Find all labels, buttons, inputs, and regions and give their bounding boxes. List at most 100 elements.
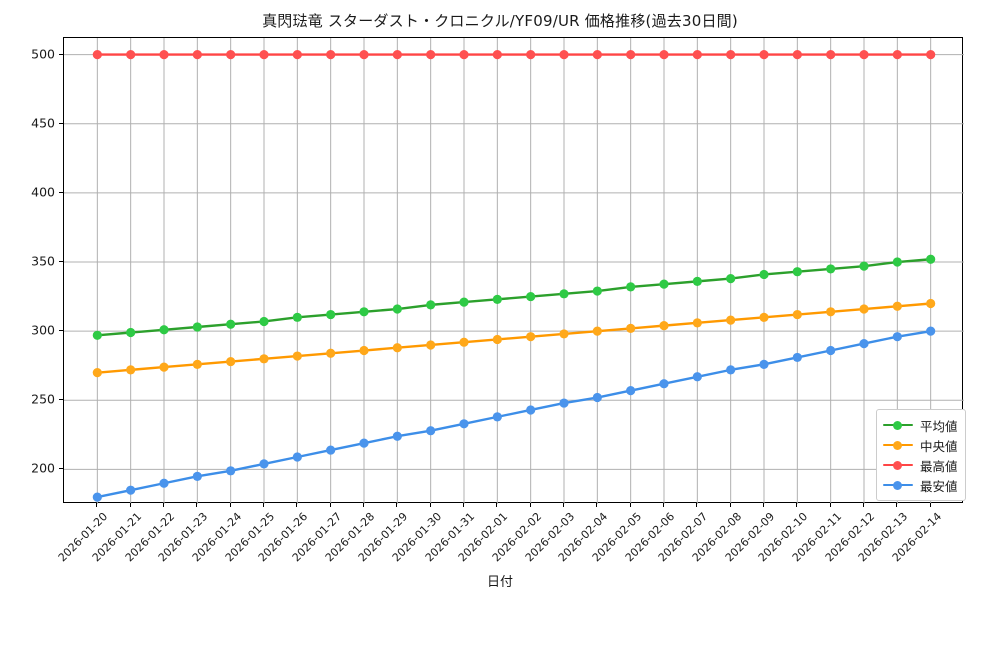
y-tick-label: 500: [31, 46, 55, 62]
data-point: [126, 49, 136, 60]
data-point: [92, 330, 102, 340]
y-tick-label: 450: [31, 115, 55, 131]
data-point: [492, 412, 502, 422]
data-point: [492, 334, 502, 345]
data-point: [726, 315, 736, 325]
legend-item-3[interactable]: 最安値: [883, 475, 958, 495]
data-point: [892, 301, 902, 311]
data-point: [526, 332, 536, 342]
series-line-1: [96, 302, 932, 374]
data-point: [892, 257, 902, 267]
data-point: [192, 359, 202, 369]
x-tick-mark: [429, 503, 431, 507]
data-point: [792, 267, 802, 277]
data-point: [792, 309, 802, 320]
x-tick-mark: [463, 503, 464, 507]
data-point: [926, 326, 936, 336]
data-point: [559, 398, 569, 408]
data-point: [459, 297, 469, 307]
data-point: [226, 49, 236, 60]
y-tick-label: 400: [31, 184, 55, 200]
x-tick-mark: [629, 503, 631, 507]
data-point: [692, 372, 702, 382]
data-point: [859, 261, 869, 271]
grid-lines: [64, 38, 964, 504]
price-history-line-chart: 真閃琺竜 スターダスト・クロニクル/YF09/UR 価格推移(過去30日間) 値…: [31, 12, 966, 590]
data-point: [592, 49, 602, 60]
data-point: [792, 49, 802, 60]
data-point: [326, 49, 336, 60]
data-point: [526, 49, 536, 60]
data-point: [459, 419, 469, 429]
data-point: [692, 318, 702, 328]
data-point: [592, 326, 602, 336]
data-point: [92, 368, 102, 378]
legend-swatch-icon: [883, 479, 913, 491]
data-point: [292, 351, 302, 361]
data-point: [826, 345, 836, 356]
legend-swatch-icon: [883, 439, 913, 451]
x-tick-mark: [829, 503, 831, 507]
legend-label: 最安値: [920, 478, 958, 494]
data-point: [92, 49, 102, 60]
data-point: [492, 294, 502, 304]
data-point: [226, 466, 236, 476]
data-point: [459, 49, 469, 60]
y-tick-mark: [59, 330, 63, 332]
data-point: [359, 345, 369, 356]
data-point: [359, 49, 369, 60]
y-tick-mark: [59, 191, 63, 193]
legend-swatch-icon: [883, 419, 913, 431]
data-point: [826, 49, 836, 60]
legend-swatch-icon: [883, 459, 913, 471]
x-tick-mark: [363, 503, 364, 507]
data-point: [192, 49, 202, 60]
data-point: [692, 49, 702, 60]
data-point: [759, 359, 769, 369]
data-point: [626, 49, 636, 60]
data-point: [92, 492, 102, 502]
data-point: [792, 352, 802, 363]
data-point: [726, 365, 736, 375]
data-point: [859, 339, 869, 349]
data-point: [326, 445, 336, 455]
data-point: [259, 49, 269, 60]
series-lines: [92, 49, 936, 502]
x-tick-mark: [729, 503, 731, 507]
data-point: [859, 49, 869, 60]
data-point: [559, 49, 569, 60]
legend-label: 最高値: [920, 458, 958, 474]
x-tick-mark: [496, 503, 498, 507]
data-point: [259, 354, 269, 364]
data-point: [426, 49, 436, 60]
x-tick-mark: [929, 503, 931, 507]
data-point: [926, 49, 936, 60]
data-point: [626, 323, 636, 333]
x-axis-label: 日付: [486, 575, 513, 590]
data-point: [126, 485, 136, 495]
x-tick-mark: [696, 503, 698, 507]
data-point: [159, 362, 169, 372]
x-tick-mark: [329, 503, 331, 507]
data-point: [692, 276, 702, 286]
data-point: [326, 348, 336, 358]
data-point: [392, 431, 402, 441]
data-point: [559, 329, 569, 339]
data-point: [759, 49, 769, 60]
data-point: [892, 49, 902, 60]
legend-item-1[interactable]: 中央値: [883, 435, 958, 455]
legend-item-2[interactable]: 最高値: [883, 455, 958, 475]
data-point: [926, 254, 936, 264]
data-point: [559, 289, 569, 299]
series-line-3: [96, 329, 932, 499]
data-point: [359, 438, 369, 448]
data-point: [759, 269, 769, 280]
series-line-0: [96, 258, 932, 337]
y-tick-mark: [59, 122, 63, 124]
legend-item-0[interactable]: 平均値: [883, 415, 958, 435]
data-point: [659, 379, 669, 389]
data-point: [759, 312, 769, 322]
data-point: [526, 405, 536, 415]
data-point: [259, 316, 269, 327]
data-point: [159, 478, 169, 488]
